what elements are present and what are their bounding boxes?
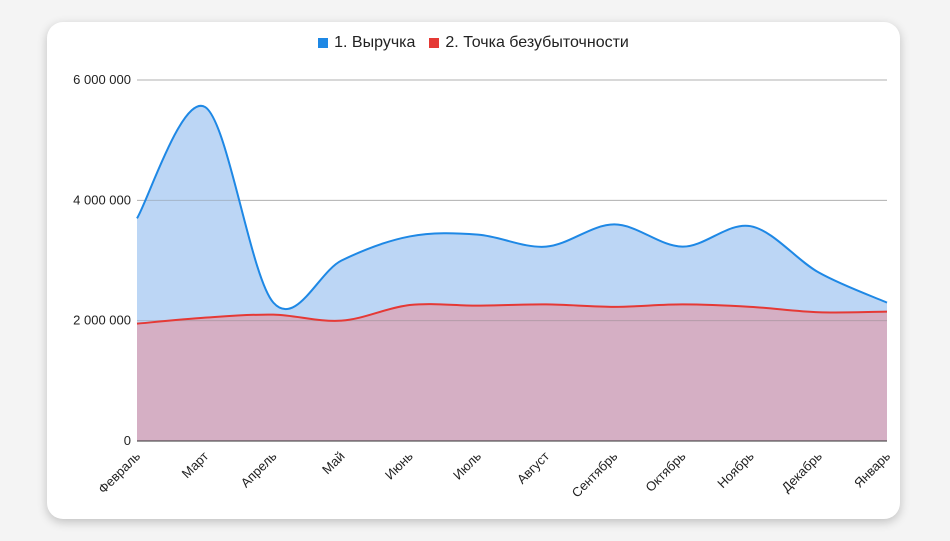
legend: 1. Выручка 2. Точка безубыточности [47, 34, 900, 52]
x-tick-label: Июнь [382, 448, 416, 482]
legend-item-breakeven[interactable]: 2. Точка безубыточности [429, 34, 629, 52]
legend-label-revenue: 1. Выручка [334, 34, 416, 51]
series-area-1 [137, 304, 887, 441]
x-tick-label: Ноябрь [714, 448, 757, 491]
x-tick-label: Август [514, 448, 552, 486]
x-tick-label: Декабрь [778, 448, 825, 495]
y-tick-label: 4 000 000 [73, 192, 131, 207]
x-tick-label: Сентябрь [569, 448, 621, 500]
legend-item-revenue[interactable]: 1. Выручка [318, 34, 415, 52]
x-tick-label: Июль [450, 448, 484, 482]
x-tick-label: Март [179, 448, 212, 481]
legend-label-breakeven: 2. Точка безубыточности [445, 34, 629, 51]
y-tick-label: 6 000 000 [73, 72, 131, 87]
x-tick-label: Февраль [95, 448, 143, 496]
x-tick-label: Апрель [238, 448, 280, 490]
legend-swatch-breakeven [429, 38, 440, 48]
x-tick-label: Октябрь [642, 448, 688, 494]
series-line-1 [136, 303, 888, 325]
chart-card: 1. Выручка 2. Точка безубыточности 0 2 00… [47, 22, 900, 519]
x-tick-label: Январь [851, 448, 893, 490]
legend-swatch-revenue [318, 38, 329, 48]
y-tick-label: 0 [124, 433, 131, 448]
y-tick-label: 2 000 000 [73, 313, 131, 328]
x-tick-label: Май [319, 449, 348, 478]
area-chart: 0 2 000 000 4 000 000 6 000 000 Февраль Март А… [73, 72, 893, 500]
